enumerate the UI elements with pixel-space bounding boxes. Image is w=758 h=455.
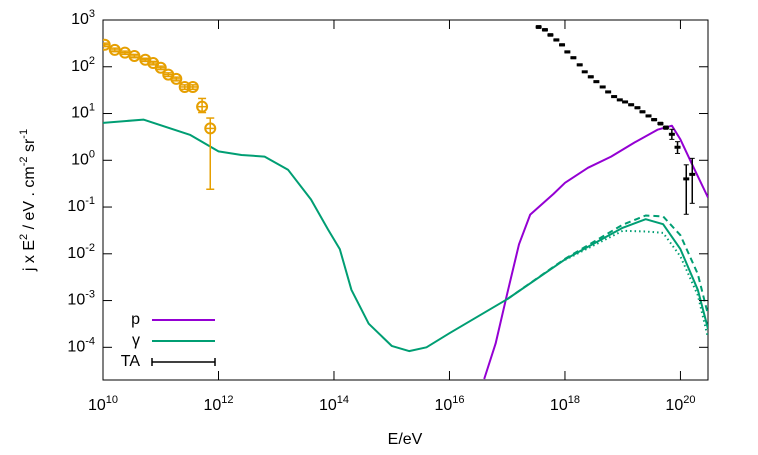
x-tick-label: 1014 xyxy=(319,394,349,414)
line-series xyxy=(103,118,708,353)
line-series xyxy=(564,229,708,339)
x-tick-label: 1010 xyxy=(88,394,118,414)
x-axis-label: E/eV xyxy=(388,431,423,448)
x-tick-label: 1012 xyxy=(203,394,233,414)
legend-label: TA xyxy=(121,353,141,370)
legend-label: γ xyxy=(132,332,140,349)
y-tick-label: 10-1 xyxy=(67,195,95,215)
y-axis-label: j x E2 / eV . cm-2 sr-1 xyxy=(18,129,38,272)
plot-area xyxy=(103,25,708,380)
plot-frame xyxy=(102,19,709,381)
legend-label: p xyxy=(131,311,140,328)
y-tick-label: 102 xyxy=(71,55,95,75)
x-tick-label: 1020 xyxy=(665,394,695,414)
x-tick-label: 1018 xyxy=(550,394,580,414)
x-tick-label: 1016 xyxy=(434,394,464,414)
y-tick-label: 103 xyxy=(71,8,95,28)
y-tick-label: 100 xyxy=(71,148,95,168)
line-series xyxy=(483,124,708,380)
y-tick-label: 10-3 xyxy=(67,288,95,308)
line-series xyxy=(506,214,708,315)
y-tick-label: 10-2 xyxy=(67,242,95,262)
y-tick-label: 101 xyxy=(71,101,95,121)
y-tick-label: 10-4 xyxy=(67,335,95,355)
